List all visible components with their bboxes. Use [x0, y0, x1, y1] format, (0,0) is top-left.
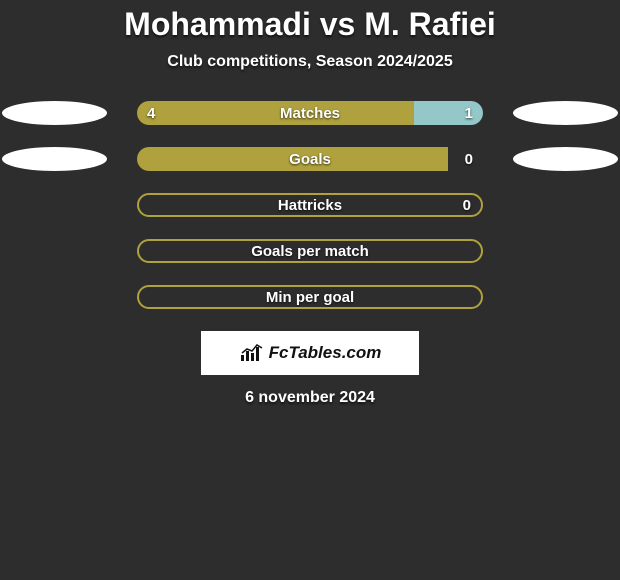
- infographic-container: Mohammadi vs M. Rafiei Club competitions…: [0, 0, 620, 407]
- stat-value-right: 0: [463, 195, 471, 215]
- page-title: Mohammadi vs M. Rafiei: [0, 6, 620, 43]
- date-text: 6 november 2024: [0, 389, 620, 407]
- bar-segment-left: [137, 147, 448, 171]
- stat-row: Goals0: [0, 147, 620, 171]
- footer-brand: FcTables.com: [269, 343, 382, 363]
- player1-ellipse: [2, 147, 107, 171]
- footer-badge: FcTables.com: [201, 331, 419, 375]
- stat-bar: Goals per match: [137, 239, 483, 263]
- player1-ellipse: [2, 285, 107, 309]
- stat-label: Goals per match: [139, 241, 481, 261]
- player2-ellipse: [513, 285, 618, 309]
- bar-segment-right: [414, 101, 483, 125]
- player2-ellipse: [513, 101, 618, 125]
- player1-ellipse: [2, 193, 107, 217]
- stat-bar: Min per goal: [137, 285, 483, 309]
- stat-bar: Hattricks0: [137, 193, 483, 217]
- chart-icon: [239, 343, 265, 363]
- stat-bar: Matches41: [137, 101, 483, 125]
- player2-ellipse: [513, 239, 618, 263]
- stat-label: Min per goal: [139, 287, 481, 307]
- stat-bar: Goals0: [137, 147, 483, 171]
- player2-ellipse: [513, 193, 618, 217]
- player1-ellipse: [2, 239, 107, 263]
- subtitle: Club competitions, Season 2024/2025: [0, 53, 620, 71]
- stat-row: Min per goal: [0, 285, 620, 309]
- stat-label: Hattricks: [139, 195, 481, 215]
- player2-ellipse: [513, 147, 618, 171]
- player1-ellipse: [2, 101, 107, 125]
- stat-row: Hattricks0: [0, 193, 620, 217]
- bar-segment-left: [137, 101, 414, 125]
- stats-list: Matches41 Goals0 Hattricks0 Goals per match…: [0, 101, 620, 309]
- stat-row: Matches41: [0, 101, 620, 125]
- stat-row: Goals per match: [0, 239, 620, 263]
- bar-segment-right: [448, 147, 483, 171]
